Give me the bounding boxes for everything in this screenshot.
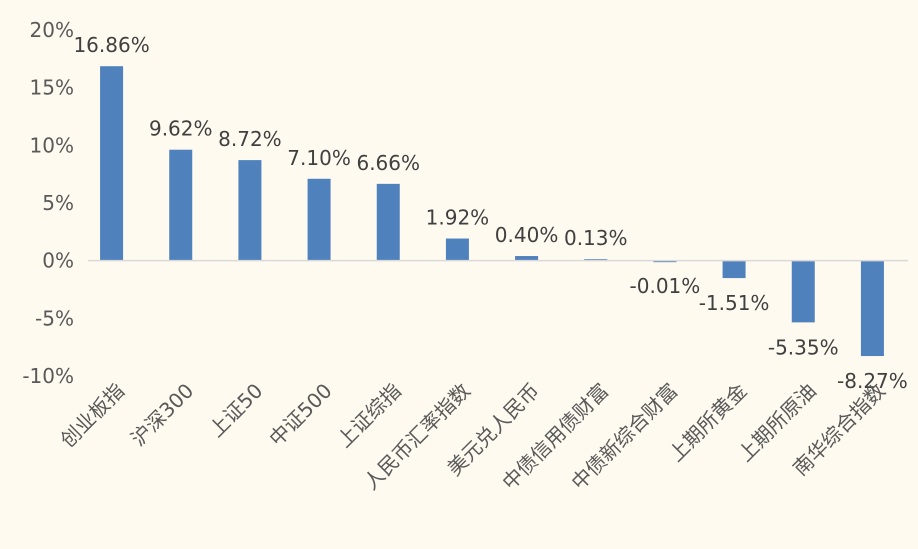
data-label: 6.66%: [356, 151, 420, 175]
bar: [445, 238, 469, 261]
data-label: 1.92%: [426, 206, 490, 230]
bar: [307, 178, 331, 261]
y-tick-label: 15%: [30, 76, 74, 100]
data-label: 16.86%: [73, 33, 149, 57]
data-label: 0.40%: [495, 223, 559, 247]
data-label: 0.13%: [564, 226, 628, 250]
bar: [100, 66, 124, 261]
y-tick-label: -5%: [35, 306, 74, 330]
bar: [376, 183, 400, 261]
data-label: -0.01%: [630, 274, 701, 298]
data-labels: 16.86% 9.62% 8.72%7.10% 6.66% 1.92%0.40% 0.13…: [73, 33, 907, 393]
x-tick-label: 中证500: [264, 379, 336, 451]
y-axis-ticks: 20% 15% 10% 5% 0% -5% -10%: [22, 18, 74, 388]
bar: [791, 260, 815, 323]
data-label: 7.10%: [287, 146, 351, 170]
x-tick-label: 沪深300: [126, 379, 198, 451]
bar: [515, 256, 539, 261]
y-tick-label: 20%: [30, 18, 74, 42]
bars: [100, 66, 884, 357]
data-label: 9.62%: [149, 117, 213, 141]
bar: [169, 149, 193, 261]
data-label: 8.72%: [218, 127, 282, 151]
y-tick-label: 5%: [42, 191, 74, 215]
y-tick-label: -10%: [22, 364, 74, 388]
y-tick-label: 10%: [30, 133, 74, 157]
data-label: -5.35%: [768, 335, 839, 359]
x-tick-label: 上证50: [204, 379, 267, 442]
bar: [860, 260, 884, 357]
data-label: -1.51%: [699, 291, 770, 315]
x-tick-label: 创业板指: [56, 379, 130, 453]
bar: [238, 160, 262, 261]
data-label: -8.27%: [837, 369, 908, 393]
y-tick-label: 0%: [42, 249, 74, 273]
bar: [722, 260, 746, 279]
